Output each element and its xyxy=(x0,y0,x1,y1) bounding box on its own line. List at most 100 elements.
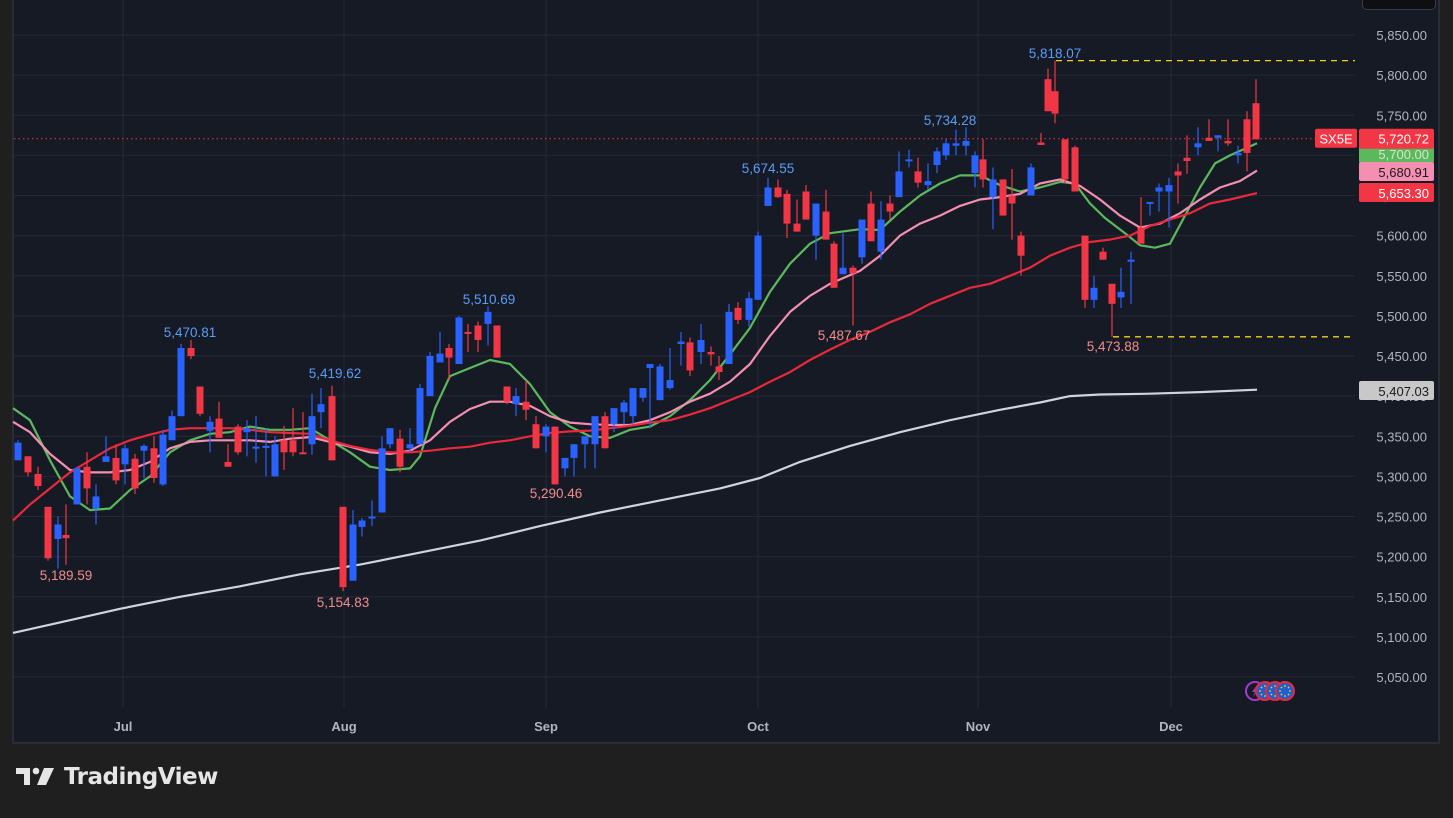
candle xyxy=(542,424,550,453)
candle xyxy=(942,139,950,161)
candle xyxy=(299,412,307,455)
candle xyxy=(793,199,801,232)
candle xyxy=(999,179,1007,216)
last-price-tag: 5,720.72 xyxy=(1359,128,1434,149)
candle xyxy=(308,393,316,455)
candle xyxy=(764,177,772,206)
price-tick-label: 5,050.00 xyxy=(1376,670,1427,685)
price-tick-label: 5,550.00 xyxy=(1376,269,1427,284)
candle xyxy=(610,408,618,433)
top-corner-control[interactable] xyxy=(1362,0,1436,10)
candle xyxy=(601,412,609,449)
ma-slow-tag: 5,653.30 xyxy=(1359,183,1434,202)
candle xyxy=(416,384,424,445)
candle xyxy=(445,343,453,381)
candle xyxy=(14,440,22,461)
svg-text:5,407.03: 5,407.03 xyxy=(1378,384,1429,399)
candle xyxy=(503,386,511,405)
candle xyxy=(561,457,569,477)
candle xyxy=(962,127,970,156)
candle xyxy=(280,425,288,470)
candle xyxy=(206,416,214,453)
svg-text:5,680.91: 5,680.91 xyxy=(1378,165,1429,180)
candle xyxy=(131,453,139,495)
candle xyxy=(512,388,520,417)
candle xyxy=(1183,135,1191,174)
candle xyxy=(159,429,167,487)
candle xyxy=(839,233,847,275)
ma-line xyxy=(12,192,1258,522)
candle xyxy=(289,408,297,457)
candle xyxy=(905,149,913,168)
price-tick-label: 5,350.00 xyxy=(1376,429,1427,444)
candle xyxy=(1224,119,1232,146)
candle xyxy=(317,388,325,429)
time-tick-sep: Sep xyxy=(534,719,558,734)
time-axis[interactable]: Jul Aug Sep Oct Nov Dec xyxy=(114,719,1183,734)
tradingview-brand[interactable]: TradingView xyxy=(16,764,218,790)
candle xyxy=(1071,145,1079,192)
high-low-annotations: 5,189.59 5,470.81 5,419.62 5,154.83 5,510.69… xyxy=(40,46,1140,610)
candle xyxy=(1027,163,1035,196)
price-tick-label: 5,500.00 xyxy=(1376,309,1427,324)
candle xyxy=(1099,247,1107,260)
candle xyxy=(886,195,894,220)
candle xyxy=(168,410,176,441)
candle xyxy=(802,185,810,220)
candle xyxy=(243,420,251,457)
candle xyxy=(858,219,866,264)
event-markers[interactable] xyxy=(1245,681,1295,701)
candle xyxy=(646,364,654,429)
time-tick-nov: Nov xyxy=(966,719,991,734)
candle xyxy=(484,306,492,346)
candle xyxy=(464,323,472,352)
candle xyxy=(73,466,81,505)
ma-line xyxy=(12,388,1258,634)
ma-mid-tag: 5,680.91 xyxy=(1359,162,1434,181)
candle xyxy=(979,139,987,188)
candle xyxy=(44,506,52,561)
ma-long-tag: 5,407.03 xyxy=(1359,381,1434,400)
candle xyxy=(1137,197,1145,244)
high-price-annotation: 5,674.55 xyxy=(742,161,795,176)
candle xyxy=(1165,177,1173,228)
candle xyxy=(952,129,960,156)
candle xyxy=(1194,127,1202,156)
candle xyxy=(1108,283,1116,337)
candle xyxy=(474,321,482,352)
brand-name: TradingView xyxy=(64,764,218,790)
candle xyxy=(1081,235,1089,308)
candle xyxy=(849,265,857,326)
svg-text:5,720.72: 5,720.72 xyxy=(1378,132,1429,147)
candle xyxy=(252,416,260,463)
candle xyxy=(271,436,279,477)
candle xyxy=(386,428,394,449)
candle xyxy=(812,203,820,260)
eu-flag-event-icon-3[interactable] xyxy=(1275,681,1295,701)
price-tick-label: 5,200.00 xyxy=(1376,550,1427,565)
svg-text:SX5E: SX5E xyxy=(1319,132,1353,147)
high-price-annotation: 5,510.69 xyxy=(463,292,516,307)
candle xyxy=(989,167,997,230)
price-tick-label: 5,850.00 xyxy=(1376,28,1427,43)
candle xyxy=(914,157,922,188)
candle xyxy=(34,466,42,491)
candle xyxy=(1117,267,1125,308)
candle xyxy=(697,323,705,365)
candle xyxy=(1214,135,1222,152)
candle xyxy=(822,189,830,240)
price-axis[interactable]: 5,850.005,800.005,750.005,700.005,650.00… xyxy=(1376,28,1427,685)
candle xyxy=(639,388,647,402)
candle xyxy=(620,400,628,425)
candle xyxy=(493,325,501,358)
candle xyxy=(140,444,148,478)
candle xyxy=(570,444,578,477)
candle xyxy=(1044,68,1052,112)
candle xyxy=(522,380,530,421)
candle xyxy=(112,444,120,485)
candle xyxy=(187,339,195,360)
candle xyxy=(215,401,223,438)
high-price-annotation: 5,470.81 xyxy=(164,325,217,340)
candle xyxy=(725,303,733,365)
